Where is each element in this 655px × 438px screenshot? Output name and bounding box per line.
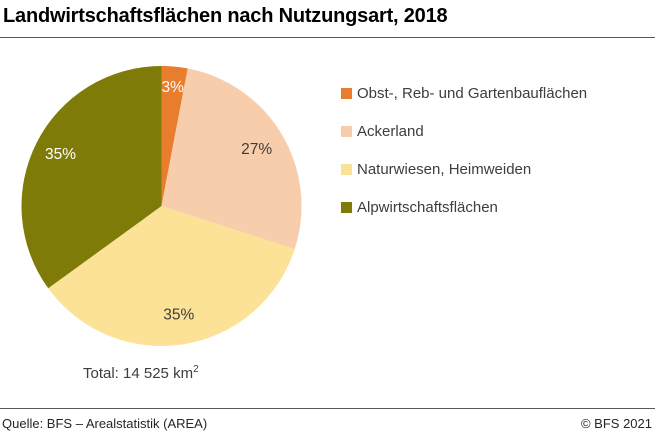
source-text: Quelle: BFS – Arealstatistik (AREA) (2, 416, 208, 431)
legend-item: Alpwirtschaftsflächen (341, 198, 587, 216)
legend-swatch-icon (341, 87, 352, 99)
pie-slice-value-label: 35% (163, 307, 194, 324)
pie-slice-3 (21, 66, 162, 289)
pie-slice-value-label: 27% (241, 141, 272, 158)
legend-item: Naturwiesen, Heimweiden (341, 160, 587, 178)
total-label: Total: 14 525 km2 (83, 364, 199, 382)
bottom-divider (0, 408, 655, 409)
legend-item-label: Naturwiesen, Heimweiden (357, 160, 532, 178)
copyright-text: © BFS 2021 (580, 416, 652, 431)
legend-swatch-icon (341, 201, 352, 213)
chart-title: Landwirtschaftsflächen nach Nutzungsart,… (3, 5, 448, 27)
pie-slice-0 (161, 66, 188, 206)
total-text: Total: 14 525 km (83, 365, 194, 382)
pie-slice-value-label: 3% (161, 79, 184, 96)
legend-item: Ackerland (341, 122, 587, 140)
pie-slice-2 (48, 206, 295, 346)
legend-swatch-icon (341, 125, 352, 137)
pie-chart: 3% 27% 35% 35% (21, 66, 302, 346)
legend-item-label: Obst-, Reb- und Gartenbauflächen (357, 84, 588, 102)
total-exponent: 2 (193, 364, 199, 375)
top-divider (0, 37, 655, 38)
legend-item: Obst-, Reb- und Gartenbauflächen (341, 84, 588, 102)
legend-swatch-icon (341, 163, 352, 175)
pie-slice-value-label: 35% (45, 146, 76, 163)
legend-item-label: Ackerland (357, 122, 424, 140)
legend: Obst-, Reb- und Gartenbauflächen Ackerla… (341, 84, 588, 238)
legend-item-label: Alpwirtschaftsflächen (357, 198, 498, 216)
pie-slice-1 (161, 68, 302, 250)
